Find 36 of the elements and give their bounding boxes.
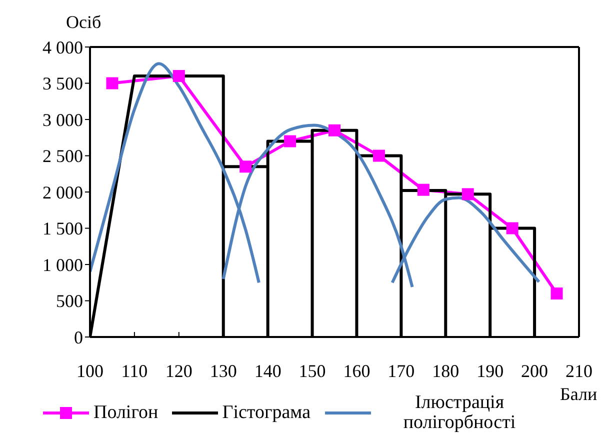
- x-tick-label: 120: [165, 360, 192, 381]
- x-tick-label: 160: [343, 360, 370, 381]
- x-tick-label: 110: [121, 360, 148, 381]
- y-tick-label: 0: [74, 327, 83, 348]
- y-tick-label: 3 500: [42, 74, 83, 94]
- x-tick-label: 140: [254, 360, 282, 381]
- legend-label: Гістограма: [222, 402, 311, 423]
- point: [506, 222, 518, 234]
- x-tick-label: 190: [476, 360, 504, 381]
- y-tick-label: 2 500: [42, 146, 83, 166]
- x-tick-label: 150: [298, 360, 326, 381]
- x-tick-label: 130: [210, 360, 237, 381]
- legend-label: Ілюстрація полігорбності: [402, 392, 517, 433]
- point: [462, 188, 474, 200]
- point: [106, 77, 118, 90]
- y-tick-label: 1 500: [42, 218, 83, 239]
- point: [372, 150, 385, 162]
- y-tick-label: 2 000: [42, 182, 83, 202]
- x-tick-label: 170: [388, 360, 415, 381]
- legend-label: Полігон: [93, 402, 158, 423]
- point: [417, 184, 430, 196]
- x-tick-label: 100: [76, 360, 104, 381]
- y-axis-title: Осіб: [66, 12, 102, 33]
- x-tick-label: 200: [521, 360, 548, 381]
- y-tick-label: 500: [56, 291, 83, 312]
- x-axis-title: Бали: [560, 384, 598, 405]
- x-tick-label: 210: [566, 360, 592, 381]
- x-tick-label: 180: [432, 360, 460, 381]
- y-tick-label: 1 000: [42, 254, 83, 275]
- point: [550, 288, 563, 300]
- point: [328, 124, 340, 136]
- point: [240, 160, 252, 173]
- y-tick-label: 4 000: [42, 37, 83, 58]
- point: [172, 70, 185, 82]
- y-tick-label: 3 000: [42, 110, 83, 130]
- point: [284, 135, 296, 148]
